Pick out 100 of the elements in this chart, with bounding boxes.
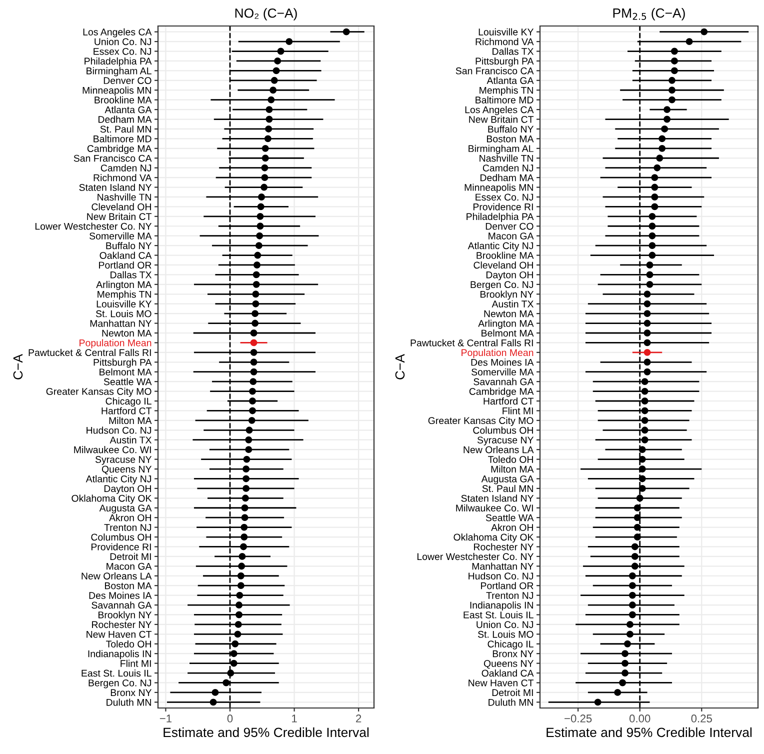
y-tick-label: Rochester NY [474, 543, 534, 550]
y-tick-label: Richmond VA [476, 38, 534, 46]
y-tick-label: Milton MA [109, 416, 152, 424]
y-tick-label: Savannah GA [92, 601, 152, 609]
x-tick-label: −1 [160, 714, 172, 722]
y-tick-label: Hudson Co. NJ [468, 572, 534, 580]
x-tick-label: 0.25 [691, 714, 712, 722]
y-tick-label: Milwaukee Co. WI [74, 446, 151, 454]
y-tick-label: Augusta GA [99, 504, 152, 514]
y-tick-label: Atlanta GA [104, 106, 152, 114]
y-tick-label: Trenton NJ [104, 524, 152, 531]
y-tick-label: Los Angeles CA [465, 106, 534, 116]
y-tick-label: Population Mean [462, 348, 534, 358]
y-tick-label: Indianapolis IN [88, 650, 151, 660]
y-tick-label: Des Moines IA [471, 358, 534, 366]
y-tick-label: Des Moines IA [89, 592, 152, 599]
y-tick-label: Duluth MN [106, 698, 151, 706]
y-tick-label: Flint MI [502, 407, 533, 414]
y-tick-label: Toledo OH [106, 640, 151, 648]
y-tick-label: Nashville TN [98, 193, 151, 201]
y-tick-label: Somerville MA [90, 232, 152, 240]
y-tick-label: Chicago IL [488, 640, 534, 650]
y-tick-label: Macon GA [106, 562, 152, 570]
y-tick-label: Greater Kansas City MO [428, 416, 534, 426]
y-tick-label: Hartford CT [484, 397, 534, 405]
y-tick-label: Savannah GA [474, 378, 534, 386]
x-tick-label: 2 [356, 714, 362, 722]
y-tick-label: Denver CO [104, 77, 152, 84]
y-tick-label: New Britain CT [87, 212, 152, 220]
y-tick-label: Providence RI [473, 203, 533, 210]
y-tick-label: Arlington MA [478, 320, 534, 329]
y-tick-label: Syracuse NY [95, 456, 152, 465]
y-tick-label: Detroit MI [110, 552, 151, 560]
y-tick-label: Boston MA [486, 136, 534, 142]
y-tick-label: Portland OR [99, 261, 152, 269]
y-tick-label: Pawtucket & Central Falls RI [410, 339, 533, 346]
y-tick-label: New Orleans LA [464, 446, 534, 454]
y-tick-label: Somerville MA [472, 368, 534, 376]
y-tick-label: Oakland CA [482, 670, 534, 677]
y-tick-label: Detroit MI [492, 688, 533, 696]
y-tick-label: Macon GA [488, 232, 534, 240]
y-tick-label: Belmont MA [482, 329, 534, 337]
y-tick-label: Nashville TN [480, 154, 533, 162]
y-tick-label: Pittsburgh PA [476, 57, 534, 67]
y-tick-label: New Britain CT [469, 116, 534, 123]
y-tick-label: Dayton OH [486, 271, 533, 280]
y-tick-label: Dedham MA [98, 116, 152, 123]
y-tick-label: Lower Westchester Co. NY [417, 552, 534, 560]
y-tick-label: Trenton NJ [486, 592, 534, 599]
y-tick-label: Essex Co. NJ [476, 194, 534, 201]
x-axis-title: Estimate and 95% Credible Interval [546, 727, 752, 738]
y-tick-label: Hartford CT [102, 407, 152, 414]
x-tick-label: 0 [227, 714, 233, 722]
y-tick-label: Population Mean [80, 339, 152, 348]
y-tick-label: Cambridge MA [87, 144, 152, 154]
y-tick-label: Chicago IL [106, 397, 152, 407]
y-tick-label: Manhattan NY [90, 320, 152, 327]
y-tick-label: Dallas TX [110, 271, 152, 278]
y-tick-label: Milton MA [491, 465, 534, 473]
y-tick-label: Brooklyn NY [480, 290, 534, 300]
y-tick-label: Boston MA [104, 582, 152, 590]
y-tick-label: New Orleans LA [82, 572, 152, 580]
y-tick-label: Seattle WA [104, 378, 152, 386]
y-tick-label: Pittsburgh PA [94, 358, 152, 368]
chart-title: PM$_{2.5}$ (C−A) [613, 8, 685, 20]
y-tick-label: Denver CO [486, 222, 534, 230]
y-tick-label: Belmont MA [100, 368, 152, 376]
y-tick-label: Staten Island NY [79, 184, 152, 191]
y-tick-label: Los Angeles CA [83, 28, 152, 38]
y-tick-label: Columbus OH [473, 426, 533, 434]
y-tick-label: St. Paul MN [100, 125, 151, 133]
y-tick-label: Oakland CA [100, 252, 152, 259]
y-tick-label: Greater Kansas City MO [46, 388, 152, 397]
y-tick-label: Brooklyn NY [98, 611, 152, 620]
y-tick-label: Providence RI [91, 543, 151, 550]
y-tick-label: Memphis TN [480, 86, 533, 96]
y-tick-label: Atlantic City NJ [468, 242, 534, 252]
y-tick-label: Augusta GA [481, 475, 534, 484]
y-tick-label: Cleveland OH [474, 261, 533, 269]
y-tick-label: Oklahoma City OK [454, 533, 534, 543]
y-tick-label: Rochester NY [92, 620, 152, 628]
x-tick-label: 1 [292, 714, 297, 722]
y-tick-label: Dayton OH [104, 485, 151, 494]
y-tick-label: Syracuse NY [477, 436, 534, 446]
y-tick-label: Staten Island NY [461, 494, 534, 502]
x-tick-label: 0.00 [629, 714, 650, 722]
y-tick-label: Newton MA [102, 330, 152, 337]
y-tick-label: Bronx NY [492, 650, 534, 658]
y-tick-label: St. Louis MO [478, 630, 534, 638]
y-tick-label: Philadelphia PA [466, 212, 534, 222]
y-tick-label: Dallas TX [492, 48, 534, 55]
y-tick-label: Arlington MA [96, 280, 152, 290]
y-tick-label: Columbus OH [91, 533, 151, 541]
y-tick-label: Camden NJ [482, 164, 534, 172]
y-tick-label: Toledo OH [488, 456, 533, 463]
y-tick-label: Hudson Co. NJ [86, 426, 152, 434]
y-tick-label: Brookline MA [94, 96, 152, 104]
chart-title: NO₂ (C−A) [235, 8, 297, 20]
y-tick-label: Manhattan NY [472, 562, 534, 570]
y-tick-label: Cleveland OH [92, 203, 151, 210]
